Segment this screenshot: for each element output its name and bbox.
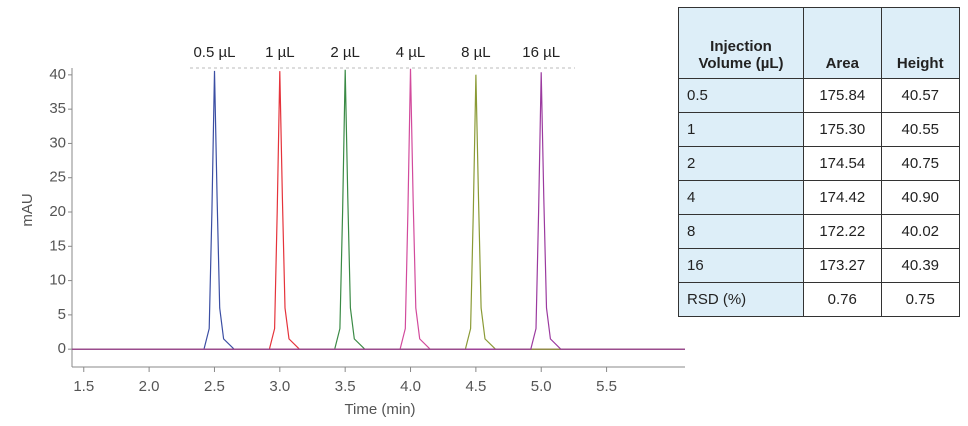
table-cell: 0.5 <box>678 78 804 113</box>
chromatogram-trace <box>72 74 685 350</box>
y-tick-label: 0 <box>58 340 66 357</box>
header-cell: Area <box>803 7 882 79</box>
table-cell: 8 <box>678 214 804 249</box>
y-tick-label: 5 <box>58 306 66 323</box>
table-cell: 4 <box>678 180 804 215</box>
peak-label: 2 µL <box>330 44 360 61</box>
table-row: 1 175.30 40.55 <box>678 112 961 147</box>
chromatogram-trace <box>72 70 685 350</box>
peak-label: 0.5 µL <box>193 44 235 61</box>
peak-label: 8 µL <box>461 44 491 61</box>
table-cell: 174.54 <box>803 146 882 181</box>
table-cell: 40.02 <box>880 214 961 249</box>
x-tick-label: 3.0 <box>269 378 290 395</box>
table-row: RSD (%) 0.76 0.75 <box>678 282 961 317</box>
x-tick-label: 2.5 <box>204 378 225 395</box>
table-row: 4 174.42 40.90 <box>678 180 961 215</box>
table-cell: 2 <box>678 146 804 181</box>
x-tick-label: 1.5 <box>73 378 94 395</box>
table-cell: 40.55 <box>880 112 961 147</box>
y-tick-label: 10 <box>49 272 66 289</box>
y-tick-label: 30 <box>49 134 66 151</box>
chromatogram-trace <box>72 68 685 350</box>
y-axis-label: mAU <box>19 193 36 226</box>
table-cell: RSD (%) <box>678 282 804 317</box>
table-cell: 172.22 <box>803 214 882 249</box>
table-cell: 40.75 <box>880 146 961 181</box>
peak-label: 1 µL <box>265 44 295 61</box>
table-row: 16 173.27 40.39 <box>678 248 961 283</box>
results-table: Injection Volume (µL) Area Height 0.5 175.8… <box>678 7 961 317</box>
table-row: 0.5 175.84 40.57 <box>678 78 961 113</box>
table-cell: 175.84 <box>803 78 882 113</box>
table-cell: 16 <box>678 248 804 283</box>
x-tick-label: 3.5 <box>335 378 356 395</box>
x-tick-label: 5.5 <box>596 378 617 395</box>
y-tick-label: 15 <box>49 237 66 254</box>
x-tick-label: 4.5 <box>465 378 486 395</box>
table-row: 2 174.54 40.75 <box>678 146 961 181</box>
table-cell: 40.57 <box>880 78 961 113</box>
table-cell: 0.76 <box>803 282 882 317</box>
chromatogram-trace <box>72 72 685 350</box>
peak-label: 16 µL <box>522 44 560 61</box>
y-tick-label: 20 <box>49 203 66 220</box>
x-axis-label: Time (min) <box>344 401 415 418</box>
table-cell: 0.75 <box>880 282 961 317</box>
y-tick-label: 25 <box>49 169 66 186</box>
peak-label: 4 µL <box>396 44 426 61</box>
x-tick-label: 2.0 <box>139 378 160 395</box>
y-tick-label: 35 <box>49 100 66 117</box>
chromatogram-trace <box>72 69 685 350</box>
x-tick-label: 4.0 <box>400 378 421 395</box>
table-cell: 173.27 <box>803 248 882 283</box>
header-cell: Injection Volume (µL) <box>678 7 804 79</box>
table-cell: 40.90 <box>880 180 961 215</box>
table-cell: 174.42 <box>803 180 882 215</box>
table-body: 0.5 175.84 40.57 1 175.30 40.55 2 174.54 40.75 4 1… <box>678 78 961 317</box>
table-row: 8 172.22 40.02 <box>678 214 961 249</box>
table-cell: 175.30 <box>803 112 882 147</box>
table-cell: 1 <box>678 112 804 147</box>
chromatogram-trace <box>72 71 685 350</box>
y-tick-label: 40 <box>49 66 66 83</box>
table-cell: 40.39 <box>880 248 961 283</box>
header-cell: Height <box>880 7 961 79</box>
table-header: Injection Volume (µL) Area Height <box>678 7 961 79</box>
x-tick-label: 5.0 <box>531 378 552 395</box>
